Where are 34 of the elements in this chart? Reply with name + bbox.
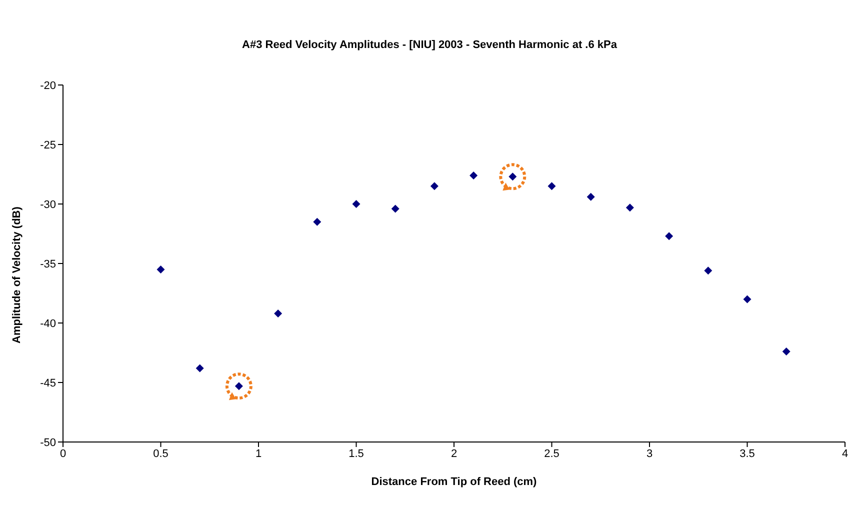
x-tick-label: 1.5 xyxy=(348,448,364,460)
point xyxy=(313,218,322,226)
x-tick-label: 4 xyxy=(842,448,848,460)
point xyxy=(665,232,674,240)
x-tick-label: 2 xyxy=(450,448,458,460)
point xyxy=(548,182,556,190)
chart-title: A#3 Reed Velocity Amplitudes - [NIU] 2003 - Seventh Harmonic at .6 kPa xyxy=(241,38,618,53)
point xyxy=(704,266,712,275)
y-axis-title: Amplitude of Velocity (dB) xyxy=(10,206,23,344)
y-tick-label: -25 xyxy=(40,139,56,152)
y-tick-label: -35 xyxy=(40,258,56,270)
point xyxy=(743,295,752,304)
x-tick-label: 2.5 xyxy=(544,448,560,460)
point xyxy=(470,171,478,180)
point xyxy=(626,204,634,212)
y-tick-label: -45 xyxy=(40,377,56,390)
point xyxy=(274,309,282,318)
y-tick-label: -40 xyxy=(40,318,56,330)
point xyxy=(196,364,204,372)
point xyxy=(156,265,165,274)
x-tick-label: 0.5 xyxy=(153,448,168,460)
x-axis-title: Distance From Tip of Reed (cm) xyxy=(371,476,538,488)
point xyxy=(352,200,360,208)
y-tick-label: -50 xyxy=(40,436,56,449)
y-tick-label: -30 xyxy=(40,198,56,211)
x-tick-label: 1 xyxy=(255,448,262,460)
point xyxy=(430,182,438,190)
point xyxy=(782,348,790,356)
x-tick-label: 3.5 xyxy=(740,448,755,460)
x-tick-label: 3 xyxy=(646,448,653,460)
point xyxy=(391,204,400,213)
point xyxy=(586,192,595,201)
x-tick-label: 0 xyxy=(60,448,66,460)
y-tick-label: -20 xyxy=(40,80,56,92)
